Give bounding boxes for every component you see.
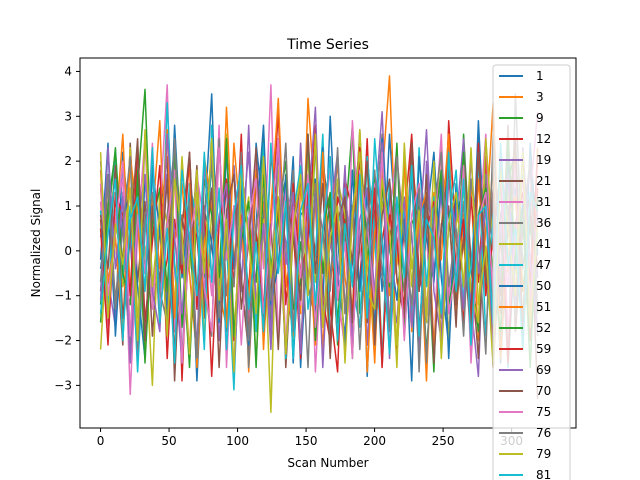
legend-label-1: 1 [536,69,544,83]
axes-frame [79,57,577,429]
legend-label-47: 47 [536,258,551,272]
x-tick-label: 250 [432,434,455,448]
y-tick-label: −1 [54,289,72,303]
x-tick-label: 0 [97,434,105,448]
series-lines [99,75,539,414]
y-tick-label: −2 [54,334,72,348]
y-tick-label: 0 [64,244,72,258]
legend-label-75: 75 [536,405,551,419]
legend-label-36: 36 [536,216,551,230]
legend-label-21: 21 [536,174,551,188]
series-line-81 [99,137,539,364]
chart-title: Time Series [286,37,369,53]
x-tick-label: 150 [295,434,318,448]
series-line-76 [99,133,539,369]
y-tick-label: 2 [64,154,72,168]
legend-label-70: 70 [536,384,551,398]
legend-label-69: 69 [536,363,551,377]
y-axis-ticks: −3 −2 −1 0 1 2 3 4 [54,64,80,392]
legend-label-19: 19 [536,153,551,167]
legend-label-76: 76 [536,426,551,440]
legend-label-3: 3 [536,90,544,104]
legend: 1 3 9 12 19 21 31 36 41 47 50 51 52 59 69 70 75 76 79 81 [492,64,571,480]
x-tick-label: 100 [226,434,249,448]
legend-label-79: 79 [536,447,551,461]
series-line-79 [99,129,539,373]
legend-label-81: 81 [536,468,551,480]
legend-box [492,64,571,480]
x-axis-label: Scan Number [287,456,368,470]
legend-label-59: 59 [536,342,551,356]
legend-label-51: 51 [536,300,551,314]
y-axis-label: Normalized Signal [29,189,43,298]
legend-label-9: 9 [536,111,544,125]
y-tick-label: 1 [64,199,72,213]
x-tick-label: 50 [161,434,176,448]
y-tick-label: 4 [64,64,72,78]
x-tick-label: 200 [363,434,386,448]
legend-label-31: 31 [536,195,551,209]
legend-label-50: 50 [536,279,551,293]
legend-label-41: 41 [536,237,551,251]
y-tick-label: 3 [64,109,72,123]
legend-label-12: 12 [536,132,551,146]
legend-label-52: 52 [536,321,551,335]
y-tick-label: −3 [54,378,72,392]
